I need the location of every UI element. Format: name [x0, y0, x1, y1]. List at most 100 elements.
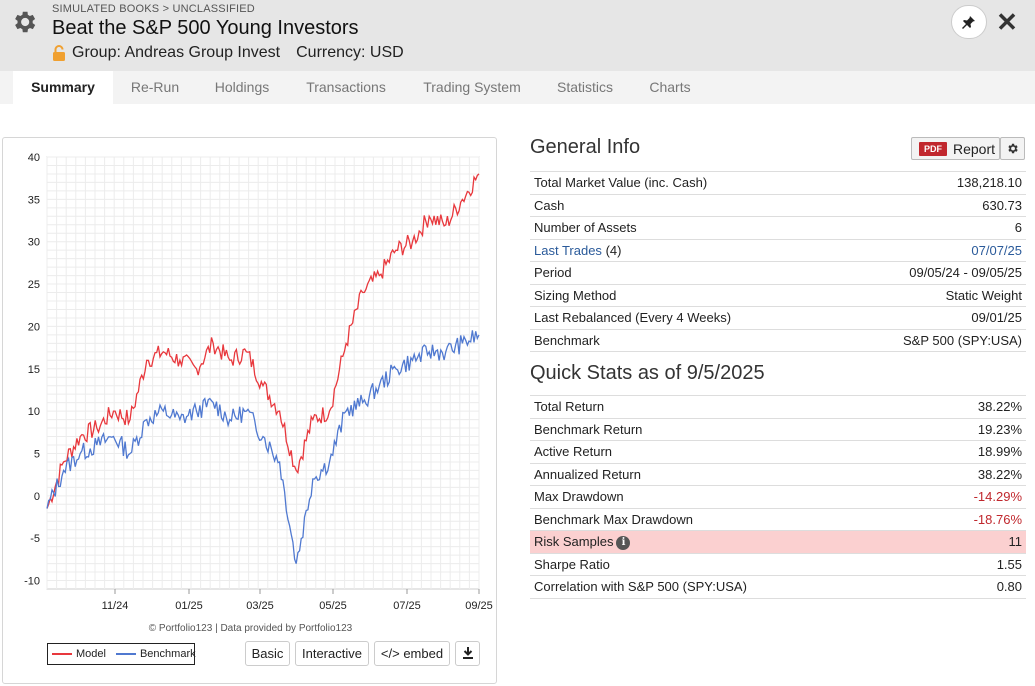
- x-tick-label: 01/25: [175, 600, 203, 612]
- tab-statistics[interactable]: Statistics: [556, 79, 613, 95]
- pin-icon: [962, 16, 975, 29]
- row-label: Annualized Return: [530, 463, 926, 486]
- row-value: 38.22%: [925, 395, 1026, 419]
- legend-label-benchmark: Benchmark: [139, 648, 196, 660]
- y-tick-label: 40: [28, 152, 40, 164]
- page-title: Beat the S&P 500 Young Investors: [52, 17, 359, 39]
- table-row: Last Trades (4) 07/07/25: [530, 239, 1026, 262]
- header-bar: SIMULATED BOOKS > UNCLASSIFIED Beat the …: [0, 0, 1035, 71]
- report-settings-button[interactable]: [1000, 137, 1025, 160]
- table-row: Number of Assets 6: [530, 216, 1026, 240]
- x-tick-label: 11/24: [102, 600, 129, 612]
- table-row: Annualized Return 38.22%: [530, 463, 1026, 486]
- y-tick-label: 35: [28, 194, 40, 206]
- tab-re-run[interactable]: Re-Run: [130, 79, 180, 95]
- legend-item-model[interactable]: Model: [52, 648, 106, 660]
- y-tick-label: -5: [30, 533, 40, 545]
- gear-icon[interactable]: [10, 8, 38, 36]
- row-label: Max Drawdown: [530, 485, 926, 509]
- row-label: Correlation with S&P 500 (SPY:USA): [530, 575, 926, 599]
- row-value: -18.76%: [925, 508, 1026, 531]
- x-tick-label: 03/25: [246, 600, 274, 612]
- x-tick-label: 07/25: [393, 600, 421, 612]
- last-trades-cell: Last Trades (4): [530, 239, 837, 262]
- y-tick-label: 20: [28, 321, 40, 333]
- chart-legend[interactable]: Model Benchmark: [47, 643, 196, 665]
- row-value: 1.55: [925, 553, 1026, 576]
- last-trades-date-link[interactable]: 07/07/25: [836, 239, 1026, 262]
- row-label: Cash: [530, 194, 837, 217]
- currency-label: Currency: USD: [296, 44, 404, 61]
- table-row: Period 09/05/24 - 09/05/25: [530, 261, 1026, 285]
- row-value: 09/01/25: [836, 306, 1026, 330]
- table-row: Active Return 18.99%: [530, 440, 1026, 464]
- table-row-highlighted: Risk Samples i 11: [530, 530, 1026, 554]
- last-trades-count: (4): [605, 242, 622, 258]
- risk-samples-cell: Risk Samples i: [530, 530, 926, 554]
- row-label: Active Return: [530, 440, 926, 464]
- y-tick-label: 5: [34, 448, 40, 460]
- quick-stats-table: Total Return 38.22% Benchmark Return 19.23…: [530, 395, 1026, 599]
- tab-trading-system[interactable]: Trading System: [423, 79, 521, 95]
- row-value: Static Weight: [836, 284, 1026, 307]
- pdf-icon: PDF: [919, 141, 947, 156]
- series-line-model: [46, 173, 480, 509]
- table-row: Total Return 38.22%: [530, 395, 1026, 419]
- basic-button[interactable]: Basic: [245, 641, 290, 666]
- row-label: Benchmark Return: [530, 418, 926, 441]
- last-trades-link[interactable]: Last Trades: [534, 242, 602, 258]
- row-label: Total Return: [530, 395, 926, 419]
- legend-swatch-benchmark: [115, 653, 136, 655]
- tab-holdings[interactable]: Holdings: [214, 79, 270, 95]
- x-tick-label: 09/25: [465, 600, 493, 612]
- table-row: Sharpe Ratio 1.55: [530, 553, 1026, 576]
- table-row: Benchmark Return 19.23%: [530, 418, 1026, 441]
- y-tick-label: 0: [34, 491, 40, 503]
- row-value: 18.99%: [925, 440, 1026, 464]
- performance-chart[interactable]: 40 35 30 25 20 15 10 5 0 -5 -10 11/24 01/25 03/25 05/2…: [3, 138, 498, 638]
- row-value: 0.80: [925, 575, 1026, 599]
- pdf-report-button[interactable]: PDF Report: [911, 137, 1000, 160]
- table-row: Total Market Value (inc. Cash) 138,218.10: [530, 171, 1026, 195]
- row-label: Sizing Method: [530, 284, 837, 307]
- embed-button[interactable]: </> embed: [374, 641, 450, 666]
- table-row: Benchmark S&P 500 (SPY:USA): [530, 329, 1026, 352]
- tab-transactions[interactable]: Transactions: [306, 79, 386, 95]
- table-row: Last Rebalanced (Every 4 Weeks) 09/01/25: [530, 306, 1026, 330]
- table-row: Max Drawdown -14.29%: [530, 485, 1026, 509]
- series-line-benchmark: [46, 330, 480, 564]
- legend-item-benchmark[interactable]: Benchmark: [115, 648, 196, 660]
- breadcrumb[interactable]: SIMULATED BOOKS > UNCLASSIFIED: [52, 3, 255, 15]
- report-label: Report: [953, 140, 996, 157]
- close-icon[interactable]: ✕: [996, 7, 1018, 37]
- subtitle-row: Group: Andreas Group Invest Currency: US…: [52, 44, 404, 62]
- info-icon[interactable]: i: [616, 535, 631, 550]
- table-row: Sizing Method Static Weight: [530, 284, 1026, 307]
- general-info-title: General Info: [530, 136, 641, 158]
- row-label: Risk Samples: [534, 533, 614, 549]
- performance-chart-card: 40 35 30 25 20 15 10 5 0 -5 -10 11/24 01/25 03/25 05/2…: [2, 137, 497, 684]
- row-label: Last Rebalanced (Every 4 Weeks): [530, 306, 837, 330]
- gear-icon: [1008, 143, 1018, 154]
- tab-charts[interactable]: Charts: [649, 79, 691, 95]
- general-info-table: Total Market Value (inc. Cash) 138,218.10…: [530, 171, 1026, 352]
- tab-summary[interactable]: Summary: [13, 71, 113, 104]
- row-label: Number of Assets: [530, 216, 837, 240]
- row-value: 138,218.10: [836, 171, 1026, 195]
- download-button[interactable]: [455, 641, 480, 666]
- chart-credit: © Portfolio123 | Data provided by Portfo…: [148, 623, 353, 634]
- interactive-button[interactable]: Interactive: [295, 641, 369, 666]
- pin-button[interactable]: [951, 5, 987, 39]
- row-label: Period: [530, 261, 837, 285]
- lock-open-icon: [53, 45, 65, 61]
- row-value: 6: [836, 216, 1026, 240]
- row-value: 630.73: [836, 194, 1026, 217]
- row-value: S&P 500 (SPY:USA): [836, 329, 1026, 352]
- tab-bar: Summary Re-Run Holdings Transactions Tra…: [0, 71, 1035, 104]
- row-value: 09/05/24 - 09/05/25: [836, 261, 1026, 285]
- row-label: Sharpe Ratio: [530, 553, 926, 576]
- y-tick-label: 15: [28, 364, 40, 376]
- table-row: Cash 630.73: [530, 194, 1026, 217]
- y-tick-label: 25: [28, 279, 40, 291]
- plot-area: [46, 156, 480, 590]
